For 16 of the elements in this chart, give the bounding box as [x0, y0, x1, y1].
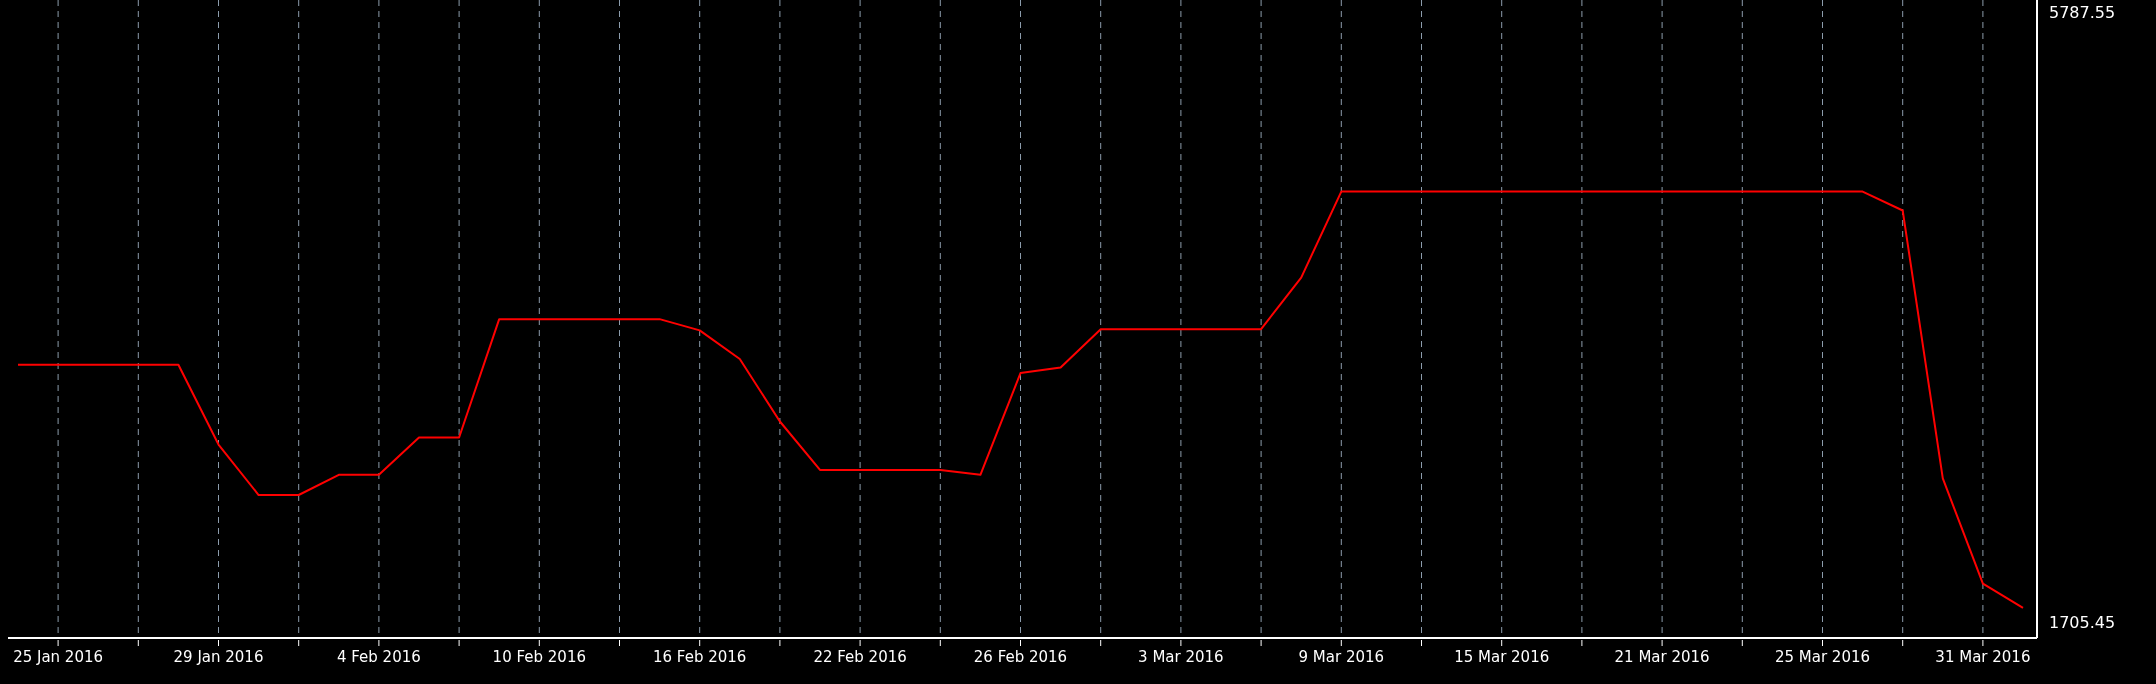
x-tick-label: 25 Jan 2016: [13, 648, 104, 666]
x-tick-label: 21 Mar 2016: [1614, 648, 1710, 666]
x-tick-label: 22 Feb 2016: [813, 648, 907, 666]
x-tick-label: 10 Feb 2016: [492, 648, 586, 666]
y-tick-label: 1705.45: [2049, 612, 2116, 632]
x-tick-label: 16 Feb 2016: [653, 648, 747, 666]
x-tick-label: 15 Mar 2016: [1454, 648, 1550, 666]
x-tick-label: 31 Mar 2016: [1935, 648, 2031, 666]
x-tick-label: 9 Mar 2016: [1298, 648, 1385, 666]
x-tick-label: 4 Feb 2016: [336, 648, 421, 666]
x-tick-label: 26 Feb 2016: [973, 648, 1068, 666]
x-tick-label: 29 Jan 2016: [173, 648, 264, 666]
line-series: [17, 190, 2024, 609]
y-tick-label: 5787.55: [2049, 3, 2116, 23]
x-tick-label: 3 Mar 2016: [1138, 648, 1224, 666]
x-tick-label: 25 Mar 2016: [1774, 648, 1871, 666]
